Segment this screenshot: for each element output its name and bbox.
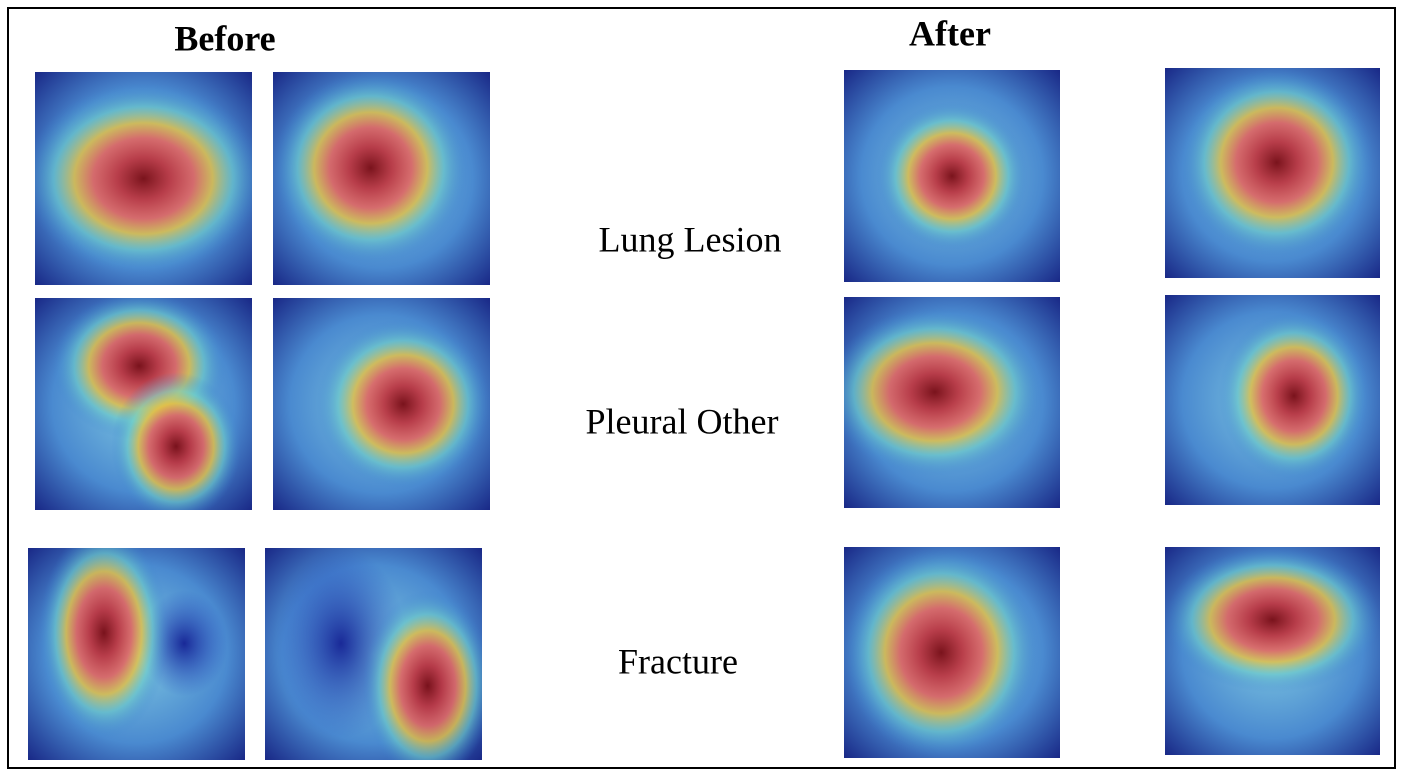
heat-region: [1219, 312, 1370, 480]
figure: Before After Lung Lesion Pleural Other F…: [0, 0, 1403, 776]
heatmap-image: [844, 547, 1060, 758]
heat-region: [363, 590, 493, 776]
row-label: Lung Lesion: [599, 219, 782, 259]
heat-region: [844, 547, 1038, 758]
heat-region: [273, 72, 468, 264]
row-label: Fracture: [618, 641, 738, 681]
heat-region: [827, 308, 1043, 477]
after-header: After: [909, 13, 991, 53]
heat-region: [111, 372, 241, 520]
heat-region: [1165, 547, 1380, 693]
heat-region: [24, 83, 263, 275]
heatmap-image: [1165, 547, 1380, 755]
heat-region: [876, 102, 1027, 250]
heatmap-image: [1165, 295, 1380, 505]
heatmap-image: [265, 548, 493, 776]
row-label: Pleural Other: [586, 401, 779, 441]
heat-region: [39, 527, 169, 739]
heatmap-image: [273, 72, 490, 285]
heat-region: [1180, 68, 1374, 257]
heat-region: [316, 319, 490, 489]
heatmap-image: [827, 297, 1060, 508]
page: Before After Lung Lesion Pleural Other F…: [0, 0, 1403, 776]
heatmap-image: [35, 292, 252, 521]
heatmap-image: [844, 70, 1060, 282]
heatmap-image: [24, 72, 263, 285]
before-header: Before: [174, 18, 275, 58]
heatmap-image: [1165, 68, 1380, 278]
heatmap-image: [28, 527, 245, 760]
heatmap-image: [273, 298, 490, 510]
